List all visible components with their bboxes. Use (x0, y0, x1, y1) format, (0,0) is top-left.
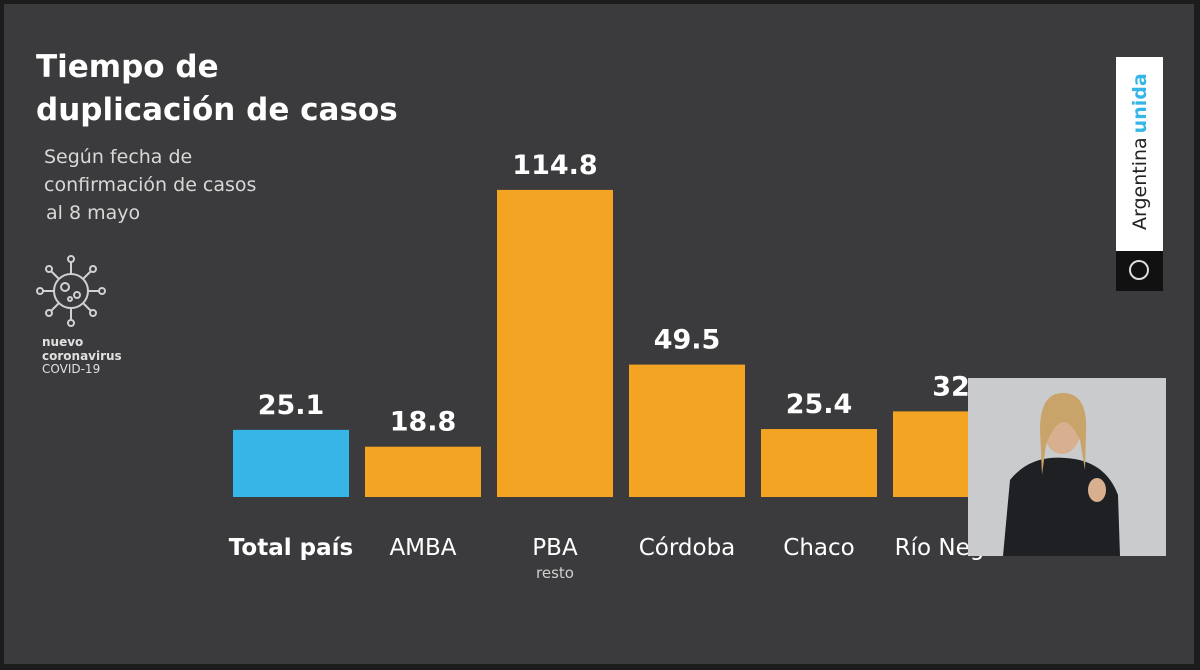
emblem-circle (1129, 260, 1149, 280)
bar (761, 429, 877, 497)
value-label: 18.8 (390, 407, 457, 438)
title-line: duplicación de casos (36, 92, 398, 128)
category-label: PBA (532, 535, 578, 561)
value-label: 32 (932, 371, 970, 402)
bars: 25.1 Total país 18.8 AMBA 114.8 PBA resto 49.5 C… (229, 150, 1009, 582)
subtitle-line: Según fecha de (44, 146, 192, 168)
inset-hair (1040, 392, 1087, 475)
bar (497, 189, 613, 497)
sign-language-inset (968, 378, 1166, 556)
title-line: Tiempo de (36, 49, 219, 85)
brand-box: Argentina unida (1116, 57, 1163, 291)
subtitle-line: confirmación de casos (44, 174, 256, 196)
value-label: 25.1 (258, 390, 325, 421)
category-note: resto (536, 564, 574, 582)
bar (233, 429, 349, 497)
value-label: 114.8 (512, 150, 597, 181)
brand-panel (1116, 57, 1163, 251)
logo-text: nuevo (42, 335, 83, 349)
brand-word: unida (1129, 73, 1151, 133)
brand-word: Argentina (1129, 137, 1151, 230)
virus-icon (36, 255, 106, 327)
brand-text: Argentina unida (1129, 73, 1151, 230)
bar (629, 364, 745, 497)
category-label: Total país (229, 535, 353, 561)
category-label: Córdoba (639, 535, 736, 561)
bar (365, 446, 481, 497)
subtitle-line: al 8 mayo (46, 202, 140, 224)
inset-person (1003, 457, 1120, 556)
category-label: AMBA (389, 535, 456, 561)
category-label: Chaco (783, 535, 854, 561)
value-label: 49.5 (654, 325, 721, 356)
inset-hand (1088, 478, 1106, 502)
logo-text: COVID-19 (42, 362, 100, 376)
value-label: 25.4 (786, 389, 853, 420)
brand-emblem (1116, 251, 1163, 291)
logo-text: coronavirus (42, 349, 122, 363)
